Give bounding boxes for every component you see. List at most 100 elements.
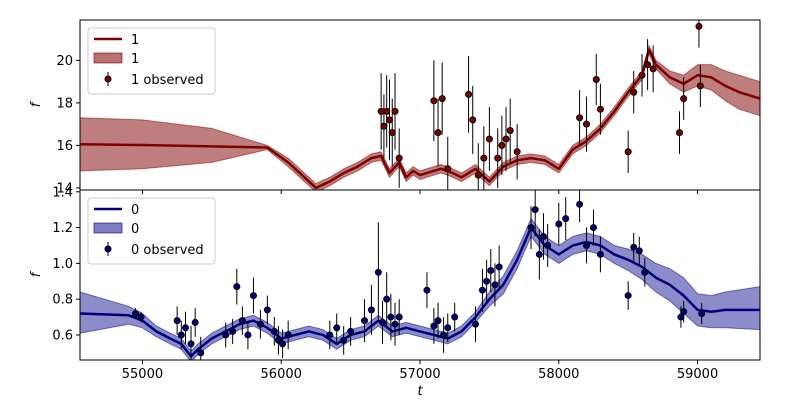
x-axis-label: t: [417, 384, 423, 399]
bottom-axis-ticks: 0.6 0.8 1.0 1.2 1.4 55000 56000 57000 58000 59000: [52, 185, 718, 382]
bottom-plot-area: [80, 190, 760, 360]
bottom-observed-point: [173, 317, 181, 325]
top-observed-point: [388, 129, 396, 137]
bottom-observed-point: [483, 277, 491, 285]
bottom-observed-point: [191, 318, 199, 326]
bottom-observed-point: [279, 340, 287, 348]
bottom-legend-entry-observed: 0 observed: [131, 243, 204, 258]
bottom-observed-point: [698, 309, 706, 317]
bottom-y-tick-label: 0.8: [52, 293, 73, 308]
top-observed-point: [506, 127, 514, 134]
bottom-observed-point: [229, 327, 237, 335]
top-observed-point: [644, 61, 652, 69]
bottom-observed-point: [197, 349, 205, 357]
top-y-tick-label: 14: [56, 181, 73, 196]
bottom-observed-point: [132, 309, 140, 317]
bottom-legend-entry-mean: 0: [131, 203, 139, 218]
bottom-observed-point: [562, 215, 570, 223]
top-y-tick-label: 16: [56, 139, 73, 154]
bottom-x-tick-label: 55000: [122, 367, 163, 382]
top-observed-point: [649, 65, 657, 73]
bottom-observed-point: [444, 324, 452, 332]
top-legend-marker-swatch: [104, 75, 112, 83]
top-observed-point: [430, 97, 438, 105]
bottom-observed-point: [360, 317, 368, 325]
top-observed-point: [513, 148, 521, 156]
bottom-mean-line: [80, 226, 760, 358]
top-observed-point: [696, 82, 704, 90]
bottom-confidence-band: [80, 217, 760, 360]
top-observed-point: [583, 120, 591, 128]
bottom-observed-point: [589, 224, 597, 232]
bottom-observed-point: [624, 292, 632, 300]
top-y-tick-label: 20: [56, 54, 73, 69]
top-observed-point: [596, 105, 604, 113]
bottom-observed-point: [495, 263, 503, 271]
bottom-observed-point: [555, 220, 563, 228]
bottom-legend-box: [87, 197, 216, 265]
bottom-observed-point: [263, 306, 271, 314]
top-observed-point: [395, 154, 403, 162]
top-observed-point: [676, 129, 684, 137]
top-observed-point: [444, 165, 452, 173]
bottom-observed-point: [367, 306, 375, 314]
top-mean-line: [80, 48, 760, 190]
bottom-observed-point: [630, 243, 638, 251]
bottom-legend-entry-band: 0: [131, 222, 139, 237]
bottom-observed-point: [491, 281, 499, 289]
bottom-observed-point: [270, 327, 278, 335]
top-observed-point: [380, 122, 388, 130]
bottom-observed-point: [238, 317, 246, 325]
bottom-observed-point: [284, 331, 292, 339]
top-legend-box: [87, 27, 216, 95]
bottom-observed-point: [423, 286, 431, 294]
top-legend-band-swatch: [93, 52, 123, 64]
bottom-observed-point: [544, 241, 552, 249]
bottom-observed-point: [487, 267, 495, 275]
top-observed-point: [385, 116, 393, 124]
bottom-observed-point: [535, 250, 543, 258]
bottom-observed-point: [478, 286, 486, 294]
bottom-y-tick-label: 0.6: [52, 328, 73, 343]
bottom-observed-point: [233, 283, 241, 291]
top-observed-point: [624, 148, 632, 156]
top-observed-point: [465, 90, 473, 98]
bottom-observed-point: [440, 331, 448, 339]
top-observed-point: [498, 141, 506, 149]
top-observed-point: [391, 107, 399, 115]
bottom-y-tick-label: 1.0: [52, 257, 73, 272]
bottom-observed-point: [374, 268, 382, 276]
bottom-observed-point: [177, 331, 185, 339]
bottom-observed-point: [137, 313, 145, 321]
bottom-observed-point: [472, 320, 480, 328]
bottom-observed-point: [326, 331, 334, 339]
bottom-observed-point: [187, 340, 195, 348]
bottom-observed-point: [641, 268, 649, 276]
top-legend-entry-mean: 1: [131, 33, 139, 48]
bottom-observed-point: [596, 250, 604, 258]
bottom-observed-point: [249, 292, 257, 300]
bottom-x-tick-label: 56000: [261, 367, 302, 382]
bottom-observed-point: [256, 320, 264, 328]
bottom-observed-point: [395, 313, 403, 321]
top-legend-entry-observed: 1 observed: [131, 73, 204, 88]
top-observed-point: [592, 76, 600, 83]
bottom-observed-point: [347, 327, 355, 335]
bottom-legend-band-swatch: [93, 222, 123, 234]
top-observed-point: [383, 107, 391, 115]
top-observed-point: [494, 154, 502, 162]
bottom-y-axis-label: f: [29, 270, 44, 277]
top-observed-point: [485, 135, 493, 143]
top-axis-ticks: 14 16 18 20: [56, 54, 699, 196]
bottom-observed-point: [387, 313, 395, 321]
bottom-legend-marker-swatch: [104, 245, 112, 253]
bottom-x-tick-label: 57000: [399, 367, 440, 382]
bottom-y-tick-label: 1.2: [52, 221, 73, 236]
top-observed-point: [680, 95, 688, 103]
bottom-legend: 0 0 0 observed: [87, 197, 216, 265]
bottom-observed-point: [244, 331, 252, 339]
top-legend-entry-band: 1: [131, 52, 139, 67]
bottom-observed-point: [340, 336, 348, 344]
bottom-observed-point: [635, 247, 643, 255]
